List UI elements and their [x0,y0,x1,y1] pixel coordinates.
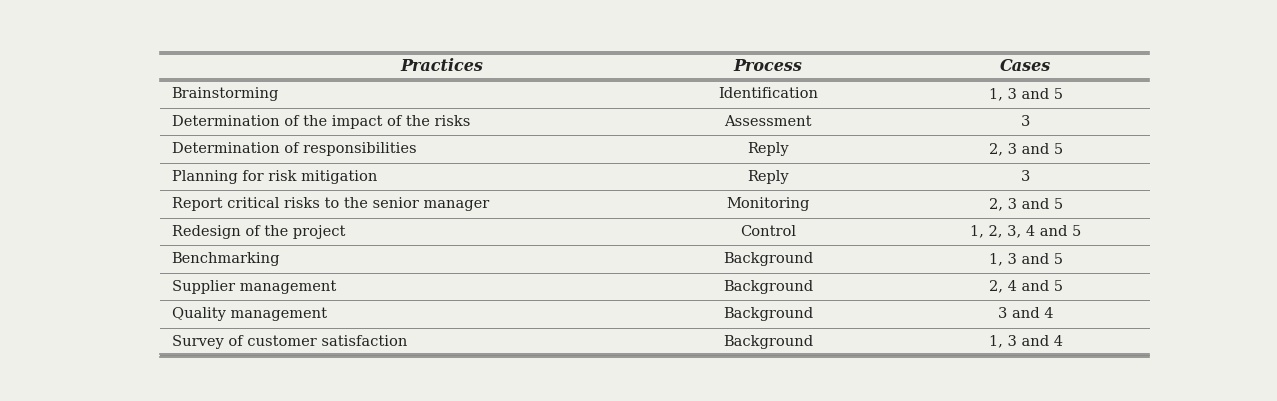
Text: Supplier management: Supplier management [171,279,336,294]
Text: 1, 2, 3, 4 and 5: 1, 2, 3, 4 and 5 [971,225,1082,239]
Text: Identification: Identification [718,87,819,101]
Text: 3 and 4: 3 and 4 [997,307,1054,321]
Text: Reply: Reply [747,142,789,156]
Text: Background: Background [723,252,813,266]
Text: Quality management: Quality management [171,307,327,321]
Text: Planning for risk mitigation: Planning for risk mitigation [171,170,377,184]
Text: 2, 4 and 5: 2, 4 and 5 [988,279,1062,294]
Text: Background: Background [723,307,813,321]
Text: Monitoring: Monitoring [727,197,810,211]
Text: 3: 3 [1020,170,1031,184]
Text: Redesign of the project: Redesign of the project [171,225,345,239]
Text: Brainstorming: Brainstorming [171,87,278,101]
Text: 3: 3 [1020,115,1031,129]
Text: Cases: Cases [1000,58,1051,75]
Text: Background: Background [723,279,813,294]
Text: Determination of responsibilities: Determination of responsibilities [171,142,416,156]
Text: Practices: Practices [400,58,483,75]
Text: 2, 3 and 5: 2, 3 and 5 [988,142,1062,156]
Text: 2, 3 and 5: 2, 3 and 5 [988,197,1062,211]
Text: Benchmarking: Benchmarking [171,252,280,266]
Text: Determination of the impact of the risks: Determination of the impact of the risks [171,115,470,129]
Text: Process: Process [734,58,803,75]
Text: 1, 3 and 5: 1, 3 and 5 [988,252,1062,266]
Text: Background: Background [723,334,813,348]
Text: Survey of customer satisfaction: Survey of customer satisfaction [171,334,407,348]
Text: Control: Control [741,225,797,239]
Text: Reply: Reply [747,170,789,184]
Text: Assessment: Assessment [724,115,812,129]
Text: 1, 3 and 4: 1, 3 and 4 [988,334,1062,348]
Text: Report critical risks to the senior manager: Report critical risks to the senior mana… [171,197,489,211]
Text: 1, 3 and 5: 1, 3 and 5 [988,87,1062,101]
